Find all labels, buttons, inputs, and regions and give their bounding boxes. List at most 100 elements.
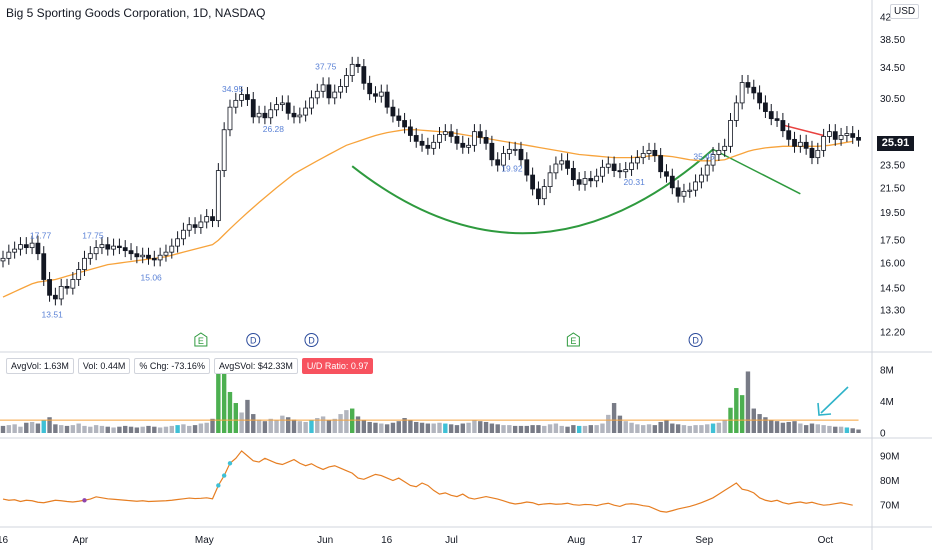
candle-body bbox=[227, 106, 233, 131]
volume-bar bbox=[117, 426, 122, 433]
candle-body bbox=[239, 94, 245, 101]
dividend-marker-label: D bbox=[308, 336, 315, 346]
volume-bar bbox=[757, 414, 762, 433]
candle-body bbox=[181, 229, 186, 240]
pct-chg-chip[interactable]: % Chg: -73.16% bbox=[134, 358, 210, 374]
earnings-marker-label: E bbox=[198, 336, 204, 346]
candle-body bbox=[646, 149, 652, 154]
volume-bar bbox=[530, 425, 535, 433]
earnings-marker-shape bbox=[194, 332, 208, 347]
candle-body bbox=[768, 111, 774, 120]
candle-body bbox=[617, 170, 623, 173]
volume-bar bbox=[460, 423, 465, 433]
earnings-marker-label: E bbox=[570, 336, 576, 346]
candle-body bbox=[658, 155, 664, 173]
price-label: 13.51 bbox=[42, 309, 64, 319]
price-tick-label: 38.50 bbox=[880, 35, 905, 46]
candle-body bbox=[58, 285, 64, 300]
price-tick-label: 12.20 bbox=[880, 328, 905, 339]
volume-bar bbox=[576, 425, 582, 433]
candle-body bbox=[763, 102, 768, 112]
candle-body bbox=[541, 186, 547, 200]
rs-pane: 70M 80M 90M bbox=[2, 450, 899, 513]
volume-bar bbox=[216, 373, 221, 433]
time-axis[interactable]: 16 Apr May Jun 16 Jul Aug 17 Sep Oct bbox=[0, 535, 833, 546]
price-axis[interactable]: 12.20 13.30 14.50 16.00 17.50 19.50 21.50 23.50… bbox=[880, 13, 905, 339]
candle-body bbox=[669, 175, 675, 189]
candle-body bbox=[12, 248, 18, 253]
rs-marker bbox=[227, 461, 233, 466]
candle-body bbox=[570, 167, 576, 181]
candle-body bbox=[47, 279, 52, 296]
candle-body bbox=[279, 102, 285, 106]
volume-bar bbox=[350, 408, 355, 433]
candle-body bbox=[349, 63, 355, 76]
candle-body bbox=[588, 178, 594, 182]
volume-bar bbox=[542, 425, 547, 433]
volume-bar bbox=[163, 426, 169, 433]
time-tick-label: Apr bbox=[73, 535, 89, 546]
candle-body bbox=[192, 224, 198, 228]
volume-bar bbox=[210, 418, 215, 433]
volume-bar bbox=[64, 425, 70, 433]
candle-body bbox=[111, 245, 116, 250]
volume-bar bbox=[512, 425, 518, 433]
candle-body bbox=[320, 84, 326, 92]
last-price-tag: 25.91 bbox=[877, 136, 914, 151]
candle-body bbox=[419, 140, 425, 146]
ud-ratio-chip[interactable]: U/D Ratio: 0.97 bbox=[301, 358, 374, 374]
candle-body bbox=[547, 172, 553, 188]
avgsvol-chip[interactable]: AvgSVol: $42.33M bbox=[213, 358, 298, 374]
candle-body bbox=[361, 66, 367, 84]
indicator-legend: AvgVol: 1.63M Vol: 0.44M % Chg: -73.16% … bbox=[6, 358, 374, 374]
volume-bar bbox=[181, 424, 186, 433]
dividend-marker-shape bbox=[246, 333, 261, 347]
volume-bar bbox=[699, 425, 704, 433]
candle-body bbox=[233, 99, 239, 108]
volume-bar bbox=[82, 425, 87, 433]
candle-body bbox=[809, 147, 815, 159]
currency-button[interactable]: USD bbox=[890, 4, 920, 19]
volume-bar bbox=[169, 425, 174, 433]
volume-bar bbox=[402, 418, 407, 433]
volume-bar bbox=[431, 423, 436, 433]
candle-body bbox=[605, 163, 611, 168]
volume-bar bbox=[722, 420, 727, 433]
volume-bar bbox=[734, 388, 739, 433]
volume-bar bbox=[780, 422, 786, 433]
volume-bar bbox=[582, 425, 588, 433]
volume-bar bbox=[833, 426, 838, 433]
volume-bar bbox=[443, 423, 448, 433]
candle-body bbox=[472, 131, 477, 146]
volume-bar bbox=[53, 424, 58, 433]
candle-body bbox=[495, 159, 501, 166]
candle-body bbox=[41, 253, 47, 280]
candle-body bbox=[355, 63, 361, 67]
volume-bar bbox=[12, 424, 17, 433]
candle-body bbox=[157, 254, 163, 261]
volume-bar bbox=[0, 425, 6, 433]
vol-chip[interactable]: Vol: 0.44M bbox=[77, 358, 131, 374]
candle-body bbox=[536, 188, 541, 200]
candle-body bbox=[117, 245, 122, 249]
price-tick-label: 13.30 bbox=[880, 306, 905, 317]
candle-body bbox=[274, 104, 279, 111]
candle-body bbox=[792, 138, 797, 147]
volume-bar bbox=[70, 425, 76, 433]
price-tick-label: 19.50 bbox=[880, 208, 905, 219]
volume-bar bbox=[320, 416, 326, 433]
candle-body bbox=[477, 131, 483, 138]
volume-bar bbox=[6, 425, 12, 433]
avgvol-chip[interactable]: AvgVol: 1.63M bbox=[6, 358, 74, 374]
dividend-marker-shape bbox=[304, 333, 319, 347]
volume-bar bbox=[425, 423, 431, 433]
candle-body bbox=[402, 120, 407, 128]
volume-bar bbox=[594, 425, 599, 433]
volume-bar bbox=[664, 420, 669, 433]
candle-body bbox=[652, 149, 658, 156]
volume-bar bbox=[536, 425, 541, 433]
volume-bar bbox=[571, 425, 576, 433]
volume-bar bbox=[635, 424, 640, 433]
